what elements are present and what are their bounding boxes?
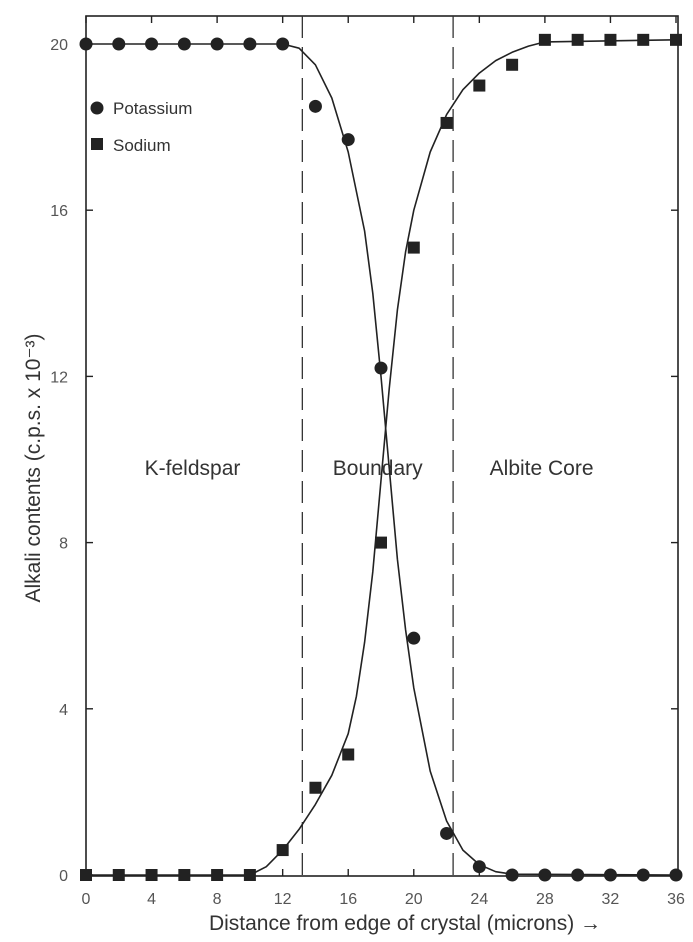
point-potassium	[341, 133, 355, 147]
point-sodium	[375, 536, 387, 549]
point-potassium	[112, 37, 126, 51]
point-potassium	[407, 631, 421, 645]
point-sodium	[473, 79, 486, 92]
point-sodium	[276, 844, 289, 857]
legend: Potassium Sodium	[90, 99, 192, 155]
point-potassium	[79, 37, 93, 51]
point-potassium	[243, 37, 257, 51]
plot-frame	[85, 15, 679, 877]
point-sodium	[112, 869, 125, 881]
point-potassium	[210, 37, 224, 51]
legend-marker-sodium	[91, 138, 103, 150]
region-label: Boundary	[333, 457, 423, 480]
point-sodium	[440, 116, 453, 129]
x-tick-label: 12	[274, 891, 292, 908]
point-sodium	[342, 748, 355, 761]
curve-potassium	[86, 43, 677, 876]
y-tick-label: 16	[50, 203, 68, 220]
point-sodium	[506, 58, 519, 71]
point-sodium	[538, 33, 551, 46]
legend-label-potassium: Potassium	[113, 99, 192, 118]
y-tick-label: 4	[59, 702, 68, 719]
region-label: Albite Core	[490, 457, 594, 480]
point-sodium	[309, 781, 322, 794]
point-sodium	[670, 33, 682, 46]
point-potassium	[505, 868, 519, 882]
point-sodium	[407, 241, 420, 254]
point-potassium	[571, 868, 585, 882]
y-tick-label: 12	[50, 369, 68, 386]
point-potassium	[669, 868, 683, 882]
point-potassium	[276, 37, 290, 51]
x-tick-label: 24	[470, 891, 488, 908]
point-potassium	[145, 37, 159, 51]
y-tick-label: 20	[50, 37, 68, 54]
point-potassium	[308, 99, 322, 113]
x-tick-label: 28	[536, 891, 554, 908]
point-potassium	[636, 868, 650, 882]
x-axis-title: Distance from edge of crystal (microns) …	[209, 912, 601, 935]
point-potassium	[538, 868, 552, 882]
x-tick-label: 0	[82, 891, 91, 908]
x-tick-label: 16	[339, 891, 357, 908]
point-potassium	[472, 860, 486, 874]
curve-sodium	[86, 39, 677, 876]
legend-label-sodium: Sodium	[113, 136, 171, 155]
x-tick-label: 8	[213, 891, 222, 908]
x-tick-label: 32	[602, 891, 620, 908]
x-tick-label: 20	[405, 891, 423, 908]
y-axis-title: Alkali contents (c.p.s. x 10⁻³)	[22, 333, 45, 602]
point-potassium	[440, 826, 454, 840]
x-tick-label: 4	[147, 891, 156, 908]
point-sodium	[145, 869, 158, 881]
point-sodium	[80, 869, 92, 881]
legend-marker-potassium	[90, 101, 104, 115]
point-potassium	[603, 868, 617, 882]
point-sodium	[243, 869, 256, 881]
y-tick-label: 0	[59, 868, 68, 885]
point-potassium	[177, 37, 191, 51]
data-marks	[79, 33, 683, 882]
region-label: K-feldspar	[145, 457, 241, 480]
point-sodium	[211, 869, 224, 881]
y-tick-label: 8	[59, 536, 68, 553]
point-sodium	[571, 33, 584, 46]
x-tick-label: 36	[667, 891, 685, 908]
point-potassium	[374, 361, 388, 375]
point-sodium	[637, 33, 650, 46]
point-sodium	[178, 869, 191, 881]
point-sodium	[604, 33, 617, 46]
plot-area: 0 4 8 12 16 20 24 28 32 36 0 4 8 12 16 20 K-feldspar Boun…	[50, 15, 685, 908]
